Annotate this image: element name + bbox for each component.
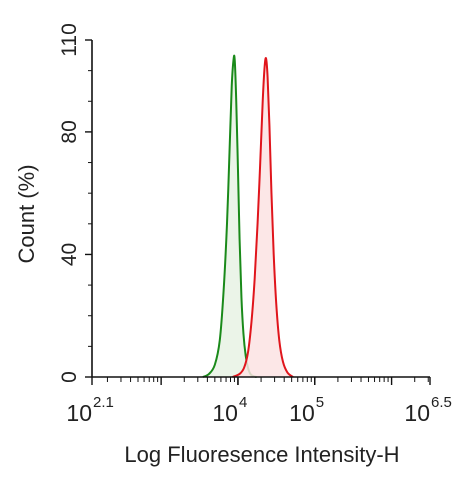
x-tick-base-2: 10 <box>289 400 315 426</box>
y-tick-label-0: 0 <box>58 371 81 383</box>
series-1-area <box>232 58 293 378</box>
x-tick-base-1: 10 <box>212 400 238 426</box>
x-axis-title: Log Fluoresence Intensity-H <box>124 442 399 467</box>
x-tick-exponent-2: 5 <box>316 394 324 411</box>
x-tick-exponent-3: 6.5 <box>431 394 452 411</box>
x-tick-base-3: 10 <box>404 400 430 426</box>
y-tick-label-1: 40 <box>58 243 81 266</box>
y-axis-title: Count (%) <box>14 164 39 263</box>
series-0-area <box>202 55 257 378</box>
x-tick-base-0: 10 <box>66 400 92 426</box>
series-layer <box>202 54 294 378</box>
y-tick-label-3: 110 <box>58 23 81 56</box>
y-tick-label-2: 80 <box>58 120 81 143</box>
x-tick-exponent-0: 2.1 <box>93 394 114 411</box>
series-1-line <box>232 57 294 378</box>
x-tick-exponent-1: 4 <box>239 394 247 411</box>
